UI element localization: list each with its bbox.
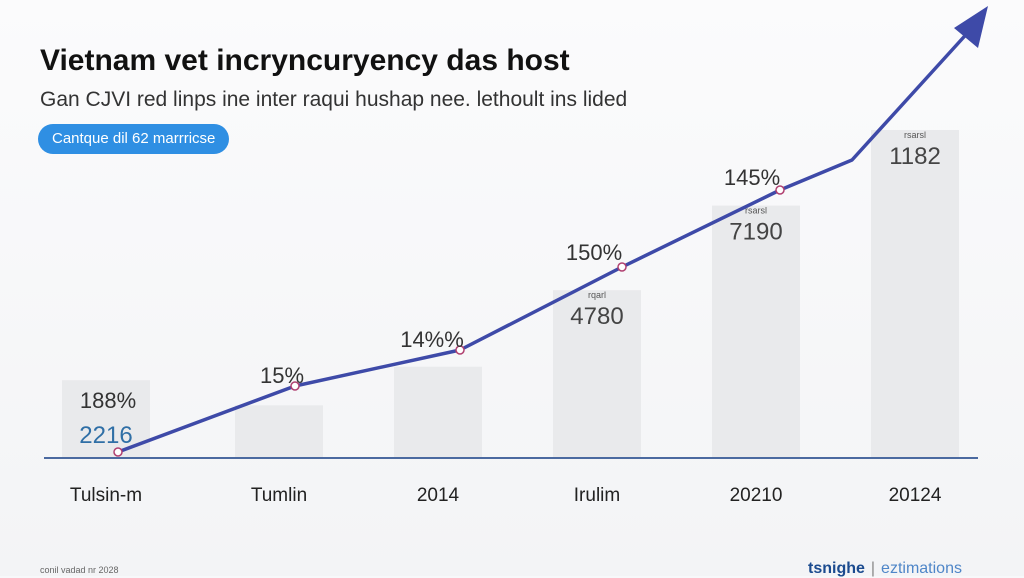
- trend-point-3: [617, 262, 627, 272]
- category-label-5: 20124: [889, 485, 942, 506]
- bar-value-label-3: 4780: [570, 303, 623, 330]
- bar-5: [871, 130, 959, 458]
- bar-value-label-4: 7190: [729, 219, 782, 246]
- footer-brand-block: tsnighe | eztimations: [808, 560, 962, 578]
- category-label-3: Irulim: [574, 485, 620, 506]
- category-label-4: 20210: [730, 485, 783, 506]
- bar-small-label-5: rsarsl: [904, 130, 926, 140]
- bar-value-label-5: 1182: [889, 143, 941, 170]
- category-label-1: Tumlin: [251, 485, 307, 506]
- info-pill[interactable]: Cantque dil 62 marrricse: [38, 124, 230, 154]
- trend-value-label-2: 14%%: [400, 327, 464, 352]
- bar-1: [235, 405, 323, 458]
- bar-4: [712, 205, 800, 458]
- bar-value-label-0: 2216: [79, 422, 132, 449]
- category-label-0: Tulsin-m: [70, 485, 142, 506]
- category-labels-group: Tulsin-m Tumlin 2014 Irulim 20210 20124: [70, 485, 942, 506]
- trend-point-4: [775, 185, 785, 195]
- brand-logo-text: tsnighe: [808, 560, 865, 577]
- trend-value-label-1: 15%: [260, 363, 304, 388]
- footer-note: conil vadad nr 2028: [40, 565, 119, 575]
- bar-3: [553, 290, 641, 458]
- trend-value-label-3: 150%: [566, 240, 622, 265]
- bar-small-label-3: rqarl: [588, 290, 606, 300]
- trend-value-label-4: 145%: [724, 165, 780, 190]
- bars-group: [62, 130, 959, 458]
- trend-value-label-0: 188%: [80, 388, 136, 413]
- trend-point-1: [290, 381, 300, 391]
- trend-line: [117, 26, 974, 454]
- trend-point-2: [455, 345, 465, 355]
- footer-separator: |: [870, 560, 876, 577]
- chart-subtitle: Gan CJVI red linps ine inter raqui husha…: [40, 88, 628, 111]
- bar-labels-group: 2216 4780 rqarl 7190 rsarsl 1182 rsarsl: [79, 130, 941, 449]
- bar-small-label-4: rsarsl: [745, 206, 767, 216]
- footer-tag: eztimations: [881, 560, 962, 577]
- trend-arrowhead: [954, 6, 988, 48]
- chart-title: Vietnam vet incryncuryency das host: [40, 44, 570, 77]
- bar-2: [394, 366, 482, 458]
- category-label-2: 2014: [417, 485, 460, 506]
- trend-line-group: 188% 15% 14%% 150% 145%: [80, 6, 988, 457]
- trend-point-0: [113, 447, 123, 457]
